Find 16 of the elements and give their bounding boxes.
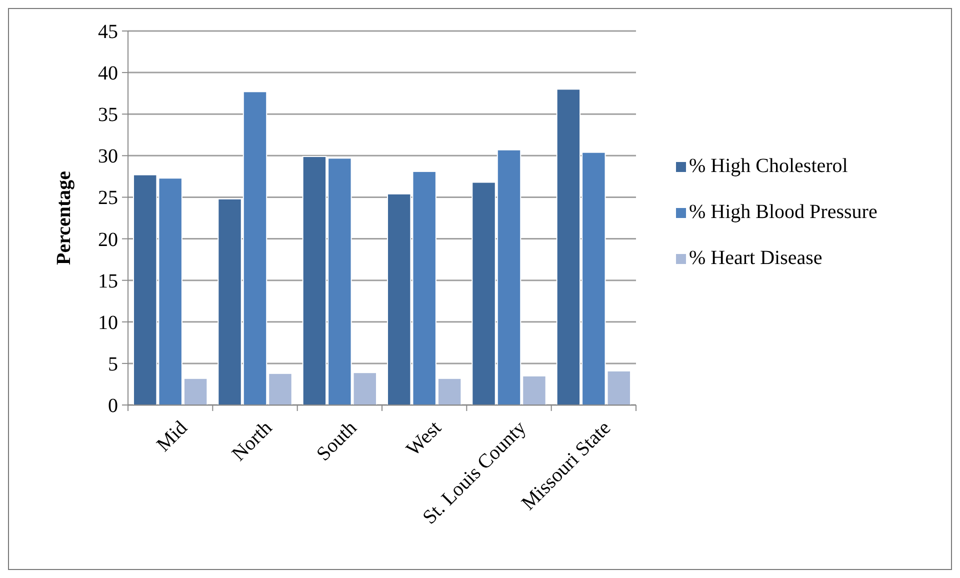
y-tick-label: 30: [98, 146, 118, 168]
y-tick-label: 35: [98, 104, 118, 126]
y-tick-label: 10: [98, 312, 118, 334]
y-tick-label: 40: [98, 62, 118, 85]
y-axis-title: Percentage: [53, 170, 75, 266]
legend-label: % High Blood Pressure: [689, 201, 878, 223]
legend-label: % High Cholesterol: [689, 155, 848, 177]
y-tick-label: 0: [108, 395, 118, 417]
x-tick-label: West: [402, 416, 446, 460]
y-tick-label: 5: [108, 353, 118, 376]
y-tick-label: 45: [98, 21, 118, 43]
y-tick-label: 20: [98, 228, 118, 251]
y-tick-label: 25: [98, 187, 118, 210]
x-tick-label: Mid: [152, 416, 192, 456]
legend-label: % Heart Disease: [689, 247, 822, 269]
y-tick-label: 15: [98, 270, 118, 292]
